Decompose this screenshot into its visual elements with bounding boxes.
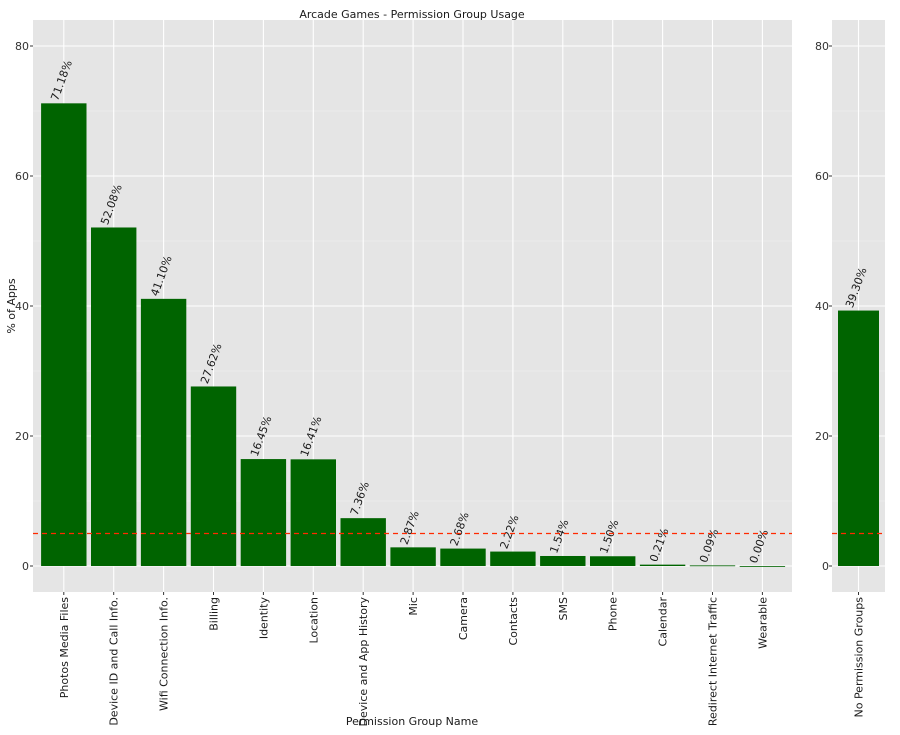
bar [540, 555, 586, 566]
category-label: Location [307, 597, 320, 644]
y-tick-label: 80 [815, 40, 829, 53]
bar [290, 459, 336, 566]
category-label: Device and App History [357, 597, 370, 727]
category-label: Redirect Internet Traffic [707, 597, 720, 726]
y-tick-label: 20 [815, 430, 829, 443]
category-label: Wifi Connection Info. [158, 597, 171, 711]
y-tick-label: 20 [15, 430, 29, 443]
y-tick-label: 40 [815, 300, 829, 313]
bar [490, 551, 536, 566]
y-axis-label: % of Apps [5, 278, 18, 334]
bar [340, 518, 386, 566]
bar [190, 386, 237, 566]
y-tick-label: 0 [822, 560, 829, 573]
category-label: Identity [257, 597, 270, 640]
y-tick-label: 0 [22, 560, 29, 573]
chart-title: Arcade Games - Permission Group Usage [299, 8, 525, 21]
bar [240, 459, 287, 566]
category-label: Camera [457, 597, 470, 640]
bar [440, 548, 486, 566]
category-label: Phone [607, 597, 620, 631]
y-tick-label: 40 [15, 300, 29, 313]
bar [689, 565, 736, 567]
bar [739, 566, 786, 567]
y-tick-label: 80 [15, 40, 29, 53]
category-label: SMS [557, 597, 570, 620]
category-label: Mic [407, 597, 420, 616]
bar [140, 298, 187, 566]
x-axis-label: Permission Group Name [346, 715, 478, 728]
bar [41, 103, 87, 566]
bar [590, 556, 636, 566]
bar [838, 310, 879, 566]
y-tick-label: 60 [815, 170, 829, 183]
category-label: Wearable [756, 597, 769, 649]
bar [639, 564, 686, 566]
category-label: No Permission Groups [853, 597, 866, 718]
bar [91, 227, 137, 567]
category-label: Billing [208, 597, 221, 631]
category-label: Contacts [507, 597, 520, 646]
category-label: Calendar [657, 597, 670, 647]
bar [390, 547, 436, 566]
category-label: Device ID and Call Info. [108, 597, 121, 726]
category-label: Photos Media Files [58, 597, 71, 699]
y-tick-label: 60 [15, 170, 29, 183]
